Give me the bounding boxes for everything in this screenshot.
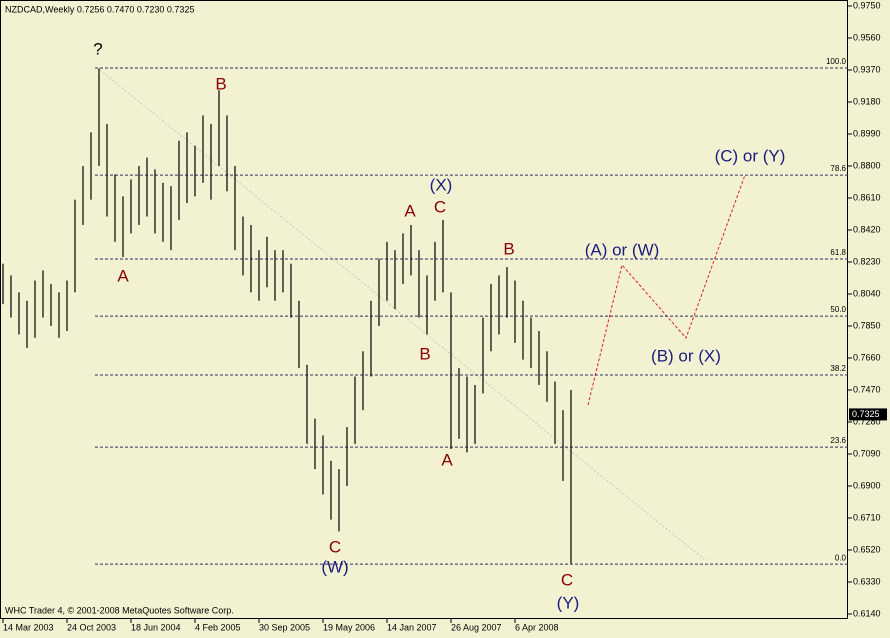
- wave-label: (C) or (Y): [715, 146, 786, 165]
- x-tick-label: 19 May 2006: [323, 622, 375, 632]
- y-tick-label: 0.8990: [853, 128, 881, 138]
- fib-label: 23.6: [830, 436, 846, 445]
- wave-label: ?: [93, 39, 102, 58]
- wave-label: (X): [430, 175, 453, 194]
- y-tick-label: 0.7280: [853, 416, 881, 426]
- x-tick-label: 24 Oct 2003: [67, 622, 116, 632]
- y-tick-label: 0.6710: [853, 512, 881, 522]
- x-tick-label: 18 Jun 2004: [131, 622, 181, 632]
- footer: WHC Trader 4, © 2001-2008 MetaQuotes Sof…: [5, 605, 234, 615]
- y-tick-label: 0.6520: [853, 544, 881, 554]
- wave-label: A: [441, 450, 453, 469]
- y-tick-label: 0.6140: [853, 608, 881, 618]
- y-tick-label: 0.9180: [853, 96, 881, 106]
- y-tick-label: 0.8610: [853, 192, 881, 202]
- wave-label: C: [561, 570, 573, 589]
- y-tick-label: 0.7660: [853, 352, 881, 362]
- plot-frame: [0, 0, 848, 619]
- y-tick-label: 0.6900: [853, 480, 881, 490]
- fib-label: 38.2: [830, 364, 846, 373]
- wave-label: A: [117, 266, 129, 285]
- projection-line: [587, 174, 746, 406]
- y-tick-label: 0.9560: [853, 32, 881, 42]
- x-tick-label: 14 Jan 2007: [387, 622, 437, 632]
- fib-label: 0.0: [835, 553, 847, 562]
- wave-label: (B) or (X): [651, 346, 721, 365]
- wave-label: (Y): [557, 593, 580, 612]
- header: NZDCAD,Weekly 0.7256 0.7470 0.7230 0.732…: [5, 4, 194, 14]
- wave-label: (W): [321, 557, 348, 576]
- wave-label: B: [503, 239, 514, 258]
- y-tick-label: 0.7090: [853, 448, 881, 458]
- wave-labels: ? B A (X) A C B A B C (W) C (Y) (A) or (…: [93, 39, 785, 612]
- y-tick-label: 0.7470: [853, 384, 881, 394]
- fib-label: 100.0: [826, 57, 847, 66]
- wave-label: (A) or (W): [585, 240, 660, 259]
- x-tick-label: 6 Apr 2008: [515, 622, 559, 632]
- y-tick-label: 0.6330: [853, 576, 881, 586]
- wave-label: C: [434, 197, 446, 216]
- trend-line: [99, 69, 706, 561]
- y-tick-label: 0.9750: [853, 0, 881, 10]
- y-tick-label: 0.9370: [853, 64, 881, 74]
- y-tick-label: 0.7850: [853, 320, 881, 330]
- x-tick-label: 30 Sep 2005: [259, 622, 310, 632]
- fib-label: 50.0: [830, 305, 846, 314]
- current-price-box: [849, 408, 887, 421]
- y-tick-label: 0.8800: [853, 160, 881, 170]
- x-tick-label: 4 Feb 2005: [195, 622, 241, 632]
- y-tick-label: 0.8040: [853, 288, 881, 298]
- current-price-label: 0.7325: [852, 409, 880, 419]
- y-tick-label: 0.8420: [853, 224, 881, 234]
- wave-label: A: [404, 201, 416, 220]
- x-tick-label: 14 Mar 2003: [3, 622, 54, 632]
- fib-label: 78.6: [830, 164, 846, 173]
- x-tick-label: 26 Aug 2007: [451, 622, 502, 632]
- fib-label: 61.8: [830, 248, 846, 257]
- wave-label: B: [215, 74, 226, 93]
- y-tick-label: 0.8230: [853, 256, 881, 266]
- wave-label: C: [329, 537, 341, 556]
- wave-label: B: [419, 344, 430, 363]
